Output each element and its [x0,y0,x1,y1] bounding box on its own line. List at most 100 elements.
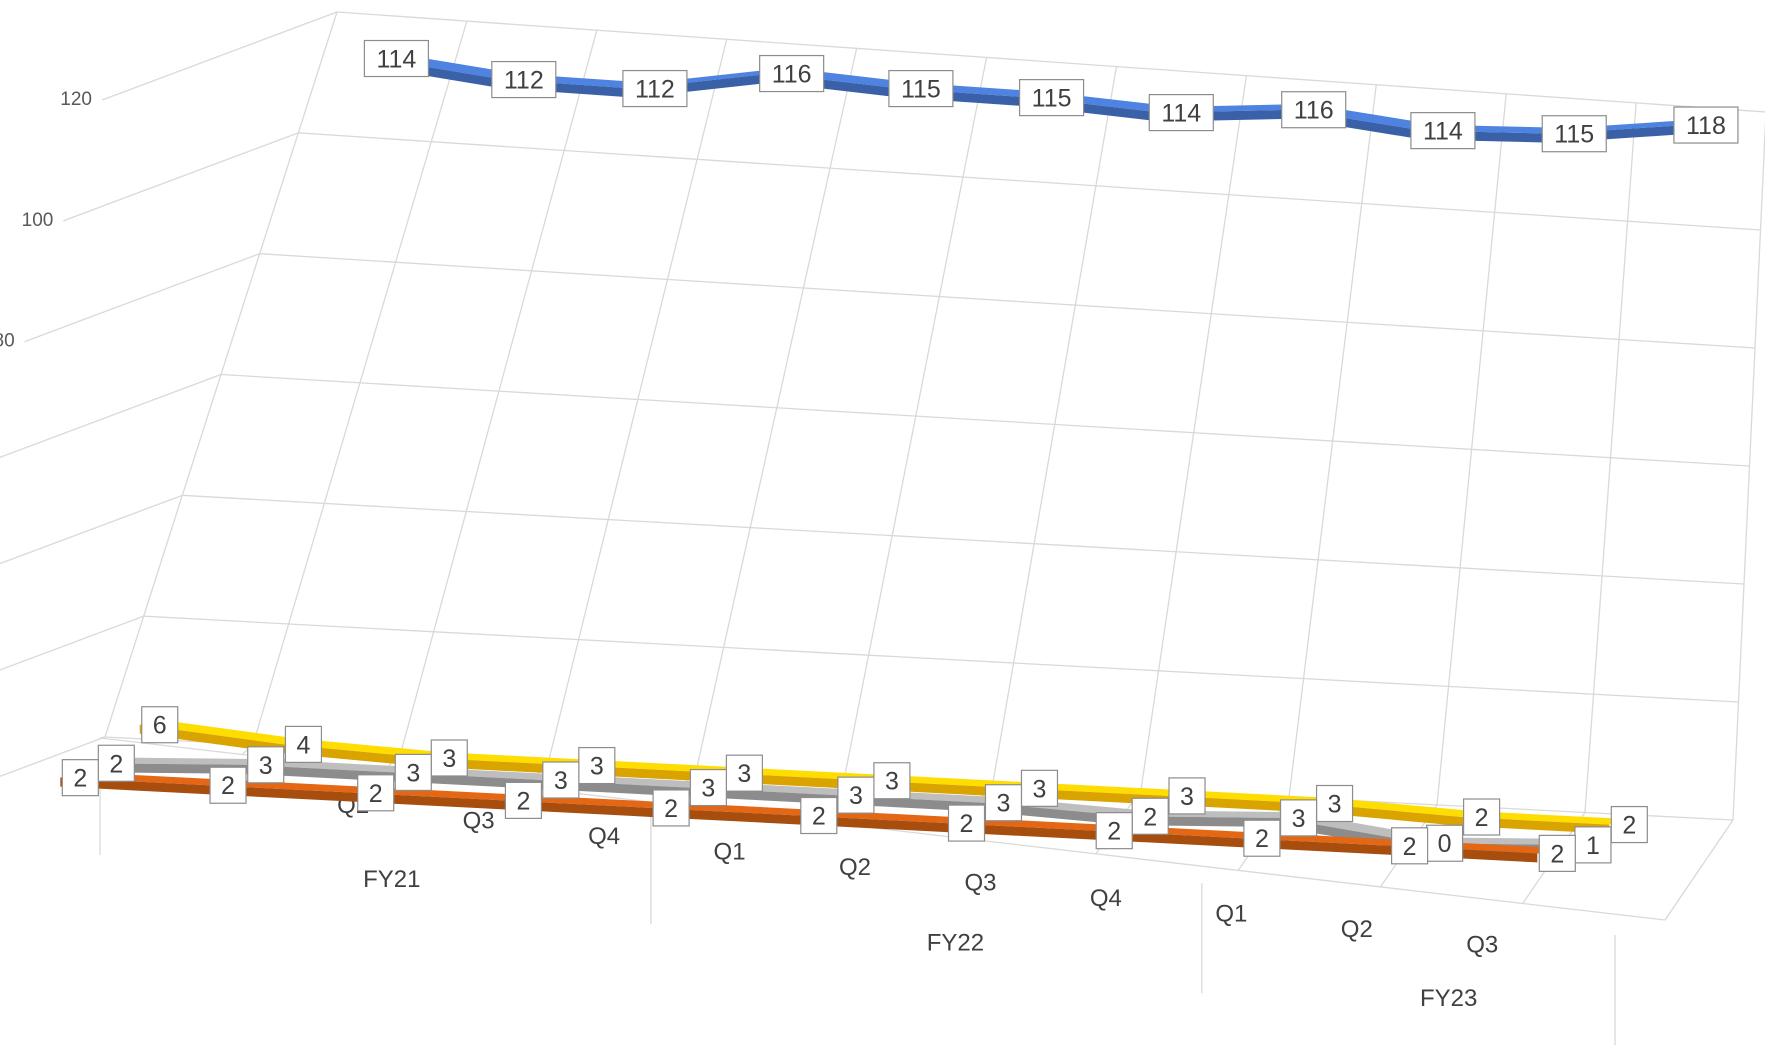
svg-text:3: 3 [406,759,420,787]
y-tick-label: 120 [60,89,92,110]
svg-text:115: 115 [1554,121,1594,149]
x-category-label: Q1 [714,839,746,866]
svg-text:114: 114 [376,46,416,74]
data-label: 2 [1095,812,1133,850]
data-label: 6 [141,706,179,744]
svg-text:2: 2 [221,772,235,800]
series-ribbon-top [139,718,1624,825]
x-category-label: Q4 [1090,885,1122,912]
data-label: 114 [1410,112,1476,150]
y-axis-ticks: 020406080100120 [0,89,92,352]
svg-text:3: 3 [259,752,273,780]
gridline-side [0,494,183,565]
svg-text:114: 114 [1161,100,1201,128]
svg-text:2: 2 [664,795,678,823]
data-label: 2 [1391,827,1429,865]
x-category-label: Q3 [1466,931,1498,958]
data-label: 118 [1673,106,1739,144]
svg-text:2: 2 [1143,803,1157,831]
svg-text:3: 3 [885,768,899,796]
data-label: 114 [1148,93,1214,132]
svg-text:118: 118 [1686,112,1726,140]
gridline-side [101,11,338,101]
data-label: 1 [1574,826,1612,864]
svg-text:3: 3 [442,745,456,773]
gridline-vertical [548,39,728,760]
svg-text:2: 2 [73,765,87,793]
data-label: 2 [800,796,838,835]
gridline-vertical [1288,84,1377,798]
gridline-side [0,373,222,458]
svg-text:2: 2 [109,750,123,778]
svg-text:3: 3 [590,753,604,781]
svg-text:116: 116 [772,61,812,89]
gridline-vertical [844,57,988,775]
svg-text:115: 115 [901,76,941,104]
data-label: 2 [1131,797,1169,835]
x-category-label: Q2 [1341,916,1373,943]
svg-text:2: 2 [516,787,530,815]
data-label: 2 [652,789,690,827]
data-label: 2 [504,781,543,819]
gridline-side [0,615,144,671]
gridline-horizontal [336,11,1765,113]
svg-text:2: 2 [369,780,383,808]
gridline-horizontal [298,132,1761,231]
gridline-vertical [1140,75,1248,790]
x-category-label: Q1 [1215,900,1247,927]
gridline-vertical [992,66,1118,783]
gridline-vertical [1436,93,1507,805]
svg-text:114: 114 [1423,118,1463,146]
svg-text:2: 2 [1475,804,1489,832]
gridline-vertical [400,30,598,753]
svg-text:2: 2 [812,803,826,831]
data-label: 116 [1281,91,1347,129]
data-label: 3 [542,761,580,799]
x-group-label: FY22 [927,929,984,956]
data-label: 2 [209,766,247,804]
data-label: 3 [984,784,1023,822]
data-label: 3 [1168,777,1206,815]
svg-text:2: 2 [1107,818,1121,846]
data-label: 112 [622,69,688,108]
svg-text:112: 112 [504,67,544,95]
x-category-label: Q3 [463,808,495,835]
gridline-side [63,132,299,222]
svg-text:116: 116 [1294,97,1334,125]
data-label: 3 [1020,769,1059,807]
series-line [139,718,1624,834]
svg-text:3: 3 [554,767,568,795]
data-label: 2 [1463,798,1501,836]
data-label: 3 [394,753,432,791]
data-label: 2 [1243,819,1281,857]
gridline-vertical [1732,119,1765,821]
gridline-vertical [104,11,338,738]
x-category-label: Q2 [839,854,871,881]
data-label: 3 [1315,784,1354,823]
svg-text:112: 112 [635,76,675,104]
data-label: 3 [430,739,468,777]
svg-text:6: 6 [153,712,167,740]
x-group-label: FY23 [1420,985,1477,1012]
gridline-floor [1664,819,1734,921]
gridline-vertical [696,48,858,768]
data-label: 2 [1610,805,1648,844]
x-category-label: Q3 [964,869,996,896]
gridline-vertical [1584,102,1637,813]
svg-text:3: 3 [1033,775,1047,803]
svg-text:3: 3 [1328,790,1342,818]
svg-text:2: 2 [1622,812,1636,840]
svg-text:115: 115 [1032,85,1072,113]
svg-text:2: 2 [1550,840,1564,868]
series-ribbon-front [60,777,1538,863]
data-label: 3 [689,768,727,807]
data-label: 3 [1279,799,1318,837]
svg-text:3: 3 [997,790,1011,818]
y-tick-label: 100 [22,210,54,231]
data-label: 2 [97,744,135,782]
data-label: 2 [1538,834,1576,872]
svg-text:4: 4 [296,731,310,759]
data-label: 3 [578,746,616,785]
